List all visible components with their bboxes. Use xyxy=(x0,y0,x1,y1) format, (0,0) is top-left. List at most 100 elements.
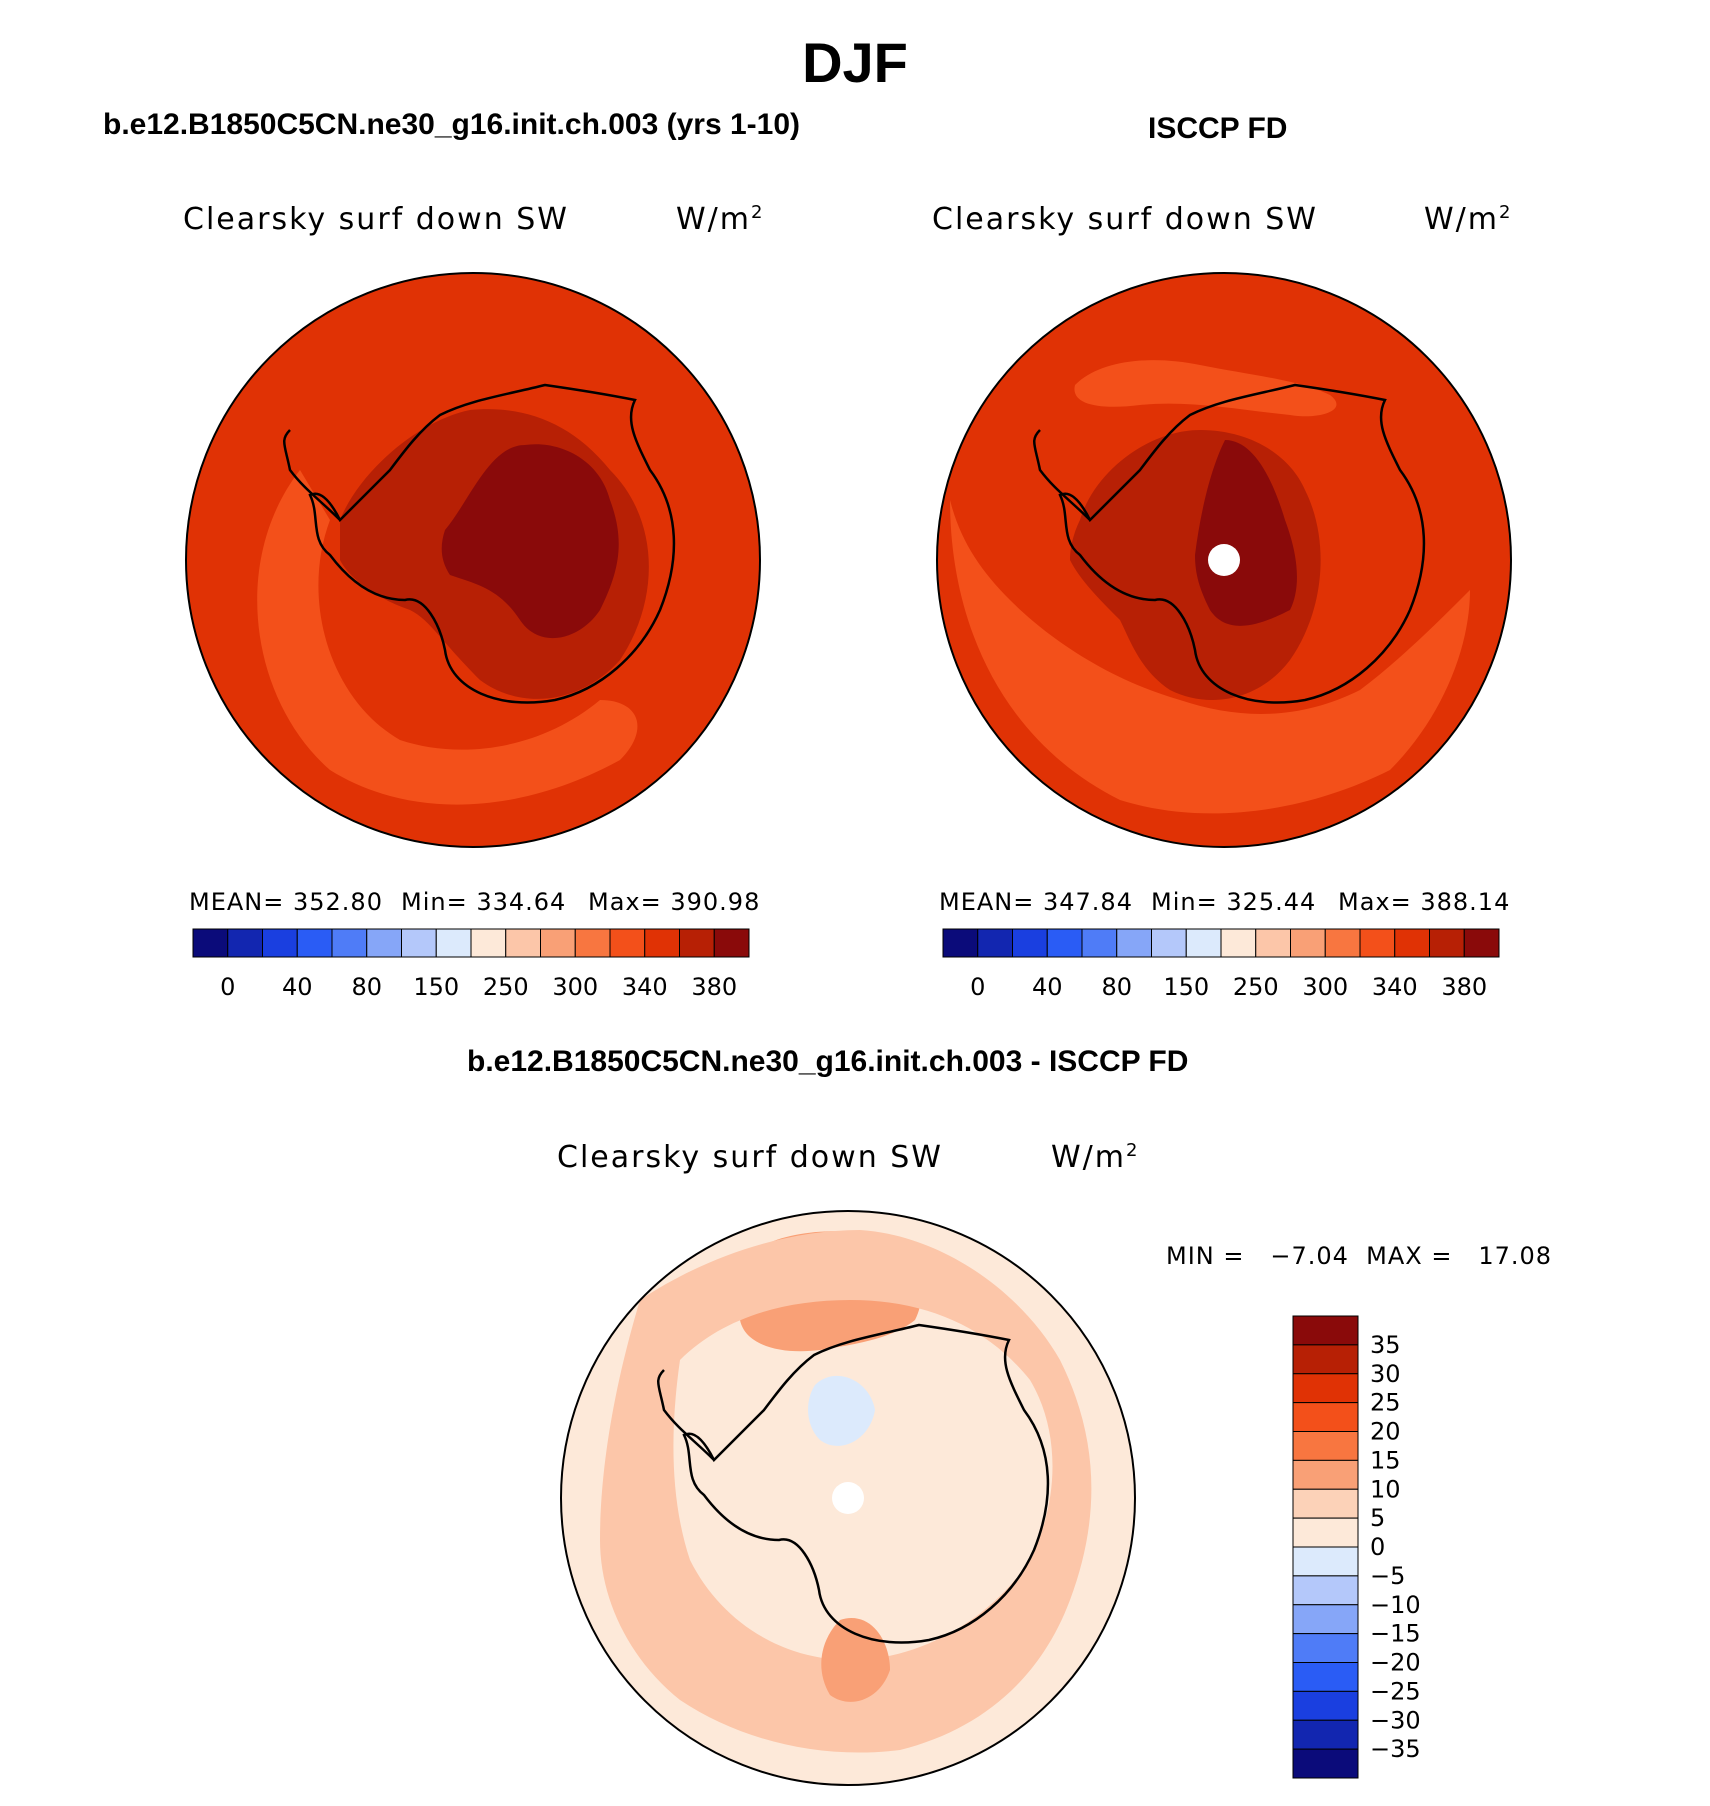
model-units-label: W/m2 xyxy=(676,202,765,237)
diff-pole-hole xyxy=(832,1482,864,1514)
diff-colorbar-swatch xyxy=(1292,1373,1359,1404)
model-core-band xyxy=(441,444,619,639)
obs-colorbar-swatch xyxy=(1046,928,1083,958)
obs-colorbar-swatch xyxy=(1012,928,1048,958)
model-colorbar-swatch xyxy=(505,928,541,958)
obs-max-stat: Max= 388.14 xyxy=(1338,888,1511,916)
diff-colorbar-swatch xyxy=(1292,1344,1359,1375)
model-colorbar-tick-label: 380 xyxy=(691,973,737,1001)
diff-colorbar-swatch xyxy=(1292,1402,1359,1432)
obs-core-band xyxy=(1195,440,1297,626)
obs-colorbar-swatch xyxy=(1185,928,1222,958)
obs-colorbar-swatch xyxy=(1324,928,1361,958)
diff-units-label: W/m2 xyxy=(1051,1140,1140,1175)
obs-colorbar-swatch xyxy=(1151,928,1187,958)
diff-colorbar-tick-label: −10 xyxy=(1370,1591,1421,1619)
model-polar-map xyxy=(186,273,760,847)
obs-min-stat: Min= 325.44 xyxy=(1151,888,1317,916)
obs-mid-band-north xyxy=(1074,360,1337,417)
obs-peninsula-outline xyxy=(1033,429,1091,521)
model-colorbar-swatch xyxy=(227,928,263,958)
model-colorbar-swatch xyxy=(366,928,402,958)
diff-colorbar-swatch xyxy=(1292,1633,1359,1663)
model-colorbar-swatch xyxy=(192,928,229,958)
diff-colorbar-swatch xyxy=(1292,1546,1359,1577)
model-colorbar-swatch xyxy=(401,928,437,958)
model-colorbar-swatch xyxy=(435,928,472,958)
diff-colorbar-tick-label: −25 xyxy=(1370,1677,1421,1705)
obs-colorbar-tick-label: 150 xyxy=(1163,973,1209,1001)
diff-colorbar-tick-label: 10 xyxy=(1370,1475,1401,1503)
model-colorbar-swatch xyxy=(470,928,507,958)
diff-colorbar-tick-label: 0 xyxy=(1370,1533,1385,1561)
diff-colorbar-tick-label: −35 xyxy=(1370,1735,1421,1763)
obs-pole-hole xyxy=(1208,544,1240,576)
obs-colorbar-swatch xyxy=(1220,928,1257,958)
diff-colorbar-swatch xyxy=(1292,1690,1359,1721)
diff-colorbar-tick-label: −30 xyxy=(1370,1706,1421,1734)
obs-variable-label: Clearsky surf down SW xyxy=(932,202,1318,237)
model-panel-title: b.e12.B1850C5CN.ne30_g16.init.ch.003 (yr… xyxy=(103,108,801,141)
diff-colorbar-tick-label: 25 xyxy=(1370,1389,1401,1417)
model-colorbar: 0 40 80 150 250 300 340 380 xyxy=(192,928,750,1001)
diff-colorbar-swatch xyxy=(1292,1431,1359,1461)
diff-continent-outline xyxy=(682,1323,1050,1644)
obs-colorbar-tick-label: 300 xyxy=(1302,973,1348,1001)
obs-colorbar-tick-label: 80 xyxy=(1101,973,1132,1001)
model-colorbar-swatch xyxy=(540,928,576,958)
model-max-stat: Max= 390.98 xyxy=(588,888,761,916)
diff-colorbar-swatch xyxy=(1292,1604,1359,1635)
obs-colorbar-swatch xyxy=(977,928,1013,958)
obs-colorbar-tick-label: 340 xyxy=(1372,973,1418,1001)
obs-units-label: W/m2 xyxy=(1424,202,1513,237)
obs-colorbar-tick-label: 250 xyxy=(1233,973,1279,1001)
model-continent-outline xyxy=(308,383,676,704)
diff-colorbar-swatch xyxy=(1292,1459,1359,1490)
model-mid-band xyxy=(257,470,638,805)
diff-colorbar-tick-label: −20 xyxy=(1370,1649,1421,1677)
obs-colorbar-swatch xyxy=(1081,928,1118,958)
diff-colorbar-swatch xyxy=(1292,1719,1359,1750)
obs-mean-stat: MEAN= 347.84 xyxy=(939,888,1133,916)
diff-minmax-stat: MIN = −7.04 MAX = 17.08 xyxy=(1166,1242,1553,1270)
obs-colorbar-swatch xyxy=(1290,928,1326,958)
diff-map-border xyxy=(560,1210,1136,1786)
diff-colorbar-tick-label: 5 xyxy=(1370,1504,1385,1532)
model-colorbar-swatch xyxy=(331,928,368,958)
season-title: DJF xyxy=(802,31,908,94)
diff-colorbar-tick-label: −5 xyxy=(1370,1562,1405,1590)
diff-variable-label: Clearsky surf down SW xyxy=(557,1140,943,1175)
obs-mid-band-south xyxy=(950,500,1470,814)
obs-colorbar: 0 40 80 150 250 300 340 380 xyxy=(942,928,1500,1001)
diff-colorbar-tick-label: 35 xyxy=(1370,1331,1401,1359)
diff-colorbar-swatch xyxy=(1292,1575,1359,1606)
diff-colorbar-tick-label: 30 xyxy=(1370,1360,1401,1388)
diff-pos-ring xyxy=(600,1230,1092,1753)
diff-colorbar-swatch xyxy=(1292,1315,1359,1346)
diff-colorbar-tick-label: 20 xyxy=(1370,1418,1401,1446)
obs-colorbar-swatch xyxy=(942,928,979,958)
model-mean-stat: MEAN= 352.80 xyxy=(189,888,383,916)
obs-continent-outline xyxy=(1058,383,1426,704)
diff-colorbar-swatch xyxy=(1292,1488,1359,1519)
diff-colorbar-swatch xyxy=(1292,1748,1359,1779)
diff-colorbar-tick-label: −15 xyxy=(1370,1620,1421,1648)
diff-colorbar-swatch xyxy=(1292,1662,1359,1692)
model-colorbar-swatch xyxy=(713,928,750,958)
diff-peninsula-outline xyxy=(657,1369,715,1461)
diff-polar-map xyxy=(561,1211,1135,1785)
obs-colorbar-swatch xyxy=(1255,928,1291,958)
model-colorbar-tick-label: 300 xyxy=(552,973,598,1001)
model-colorbar-tick-label: 250 xyxy=(483,973,529,1001)
model-colorbar-swatch xyxy=(262,928,298,958)
diff-neg-patch xyxy=(808,1375,875,1446)
model-colorbar-tick-label: 340 xyxy=(622,973,668,1001)
model-colorbar-tick-label: 80 xyxy=(351,973,382,1001)
model-colorbar-tick-label: 40 xyxy=(282,973,313,1001)
obs-colorbar-swatch xyxy=(1429,928,1465,958)
model-colorbar-swatch xyxy=(644,928,680,958)
obs-colorbar-tick-label: 380 xyxy=(1441,973,1487,1001)
model-peninsula-outline xyxy=(283,429,341,521)
